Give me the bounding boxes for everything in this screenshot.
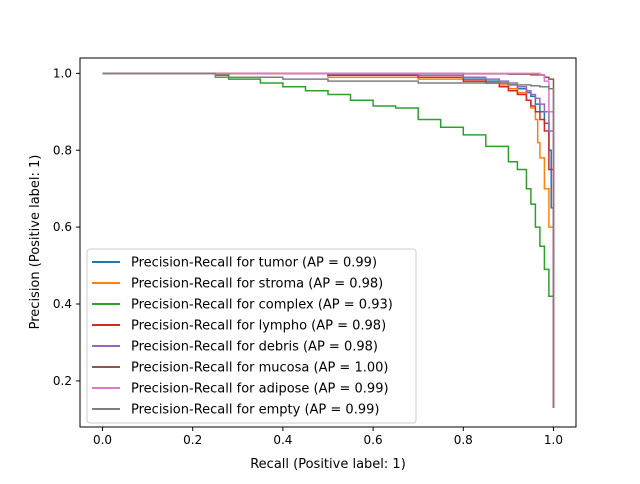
legend-entry-3: Precision-Recall for lympho (AP = 0.98) [131, 319, 386, 334]
y-tick-label: 0.4 [53, 297, 72, 311]
series-line-4 [102, 72, 555, 408]
series-line-6 [102, 72, 555, 408]
legend-entry-0: Precision-Recall for tumor (AP = 0.99) [131, 256, 377, 271]
legend: Precision-Recall for tumor (AP = 0.99) Pr… [86, 248, 417, 424]
legend-entry-7: Precision-Recall for empty (AP = 0.99) [131, 403, 379, 418]
legend-entry-1: Precision-Recall for stroma (AP = 0.98) [131, 277, 383, 292]
y-tick-label: 0.6 [53, 220, 72, 234]
y-axis-ticks: 0.2 0.4 0.6 0.8 1.0 [53, 66, 80, 388]
x-tick-label: 0.0 [93, 433, 112, 447]
y-tick-label: 0.8 [53, 143, 72, 157]
series-line-1 [102, 72, 555, 408]
y-tick-label: 1.0 [53, 66, 72, 80]
x-axis-ticks: 0.0 0.2 0.4 0.6 0.8 1.0 [93, 427, 563, 447]
x-axis-label: Recall (Positive label: 1) [250, 457, 406, 472]
legend-box [86, 248, 417, 424]
y-axis-label: Precision (Positive label: 1) [28, 155, 43, 330]
plot-frame [79, 57, 577, 428]
x-tick-label: 0.8 [454, 433, 473, 447]
series-line-7 [102, 72, 555, 408]
y-tick-label: 0.2 [53, 374, 72, 388]
series-lines [102, 72, 555, 408]
series-line-3 [102, 72, 555, 408]
legend-entry-4: Precision-Recall for debris (AP = 0.98) [131, 340, 378, 355]
legend-entry-6: Precision-Recall for adipose (AP = 0.99) [131, 382, 389, 397]
x-tick-label: 1.0 [544, 433, 563, 447]
x-tick-label: 0.6 [364, 433, 383, 447]
series-line-2 [102, 72, 555, 324]
x-tick-label: 0.4 [273, 433, 292, 447]
legend-entry-5: Precision-Recall for mucosa (AP = 1.00) [131, 361, 388, 376]
x-tick-label: 0.2 [183, 433, 202, 447]
legend-entry-2: Precision-Recall for complex (AP = 0.93) [131, 298, 393, 313]
